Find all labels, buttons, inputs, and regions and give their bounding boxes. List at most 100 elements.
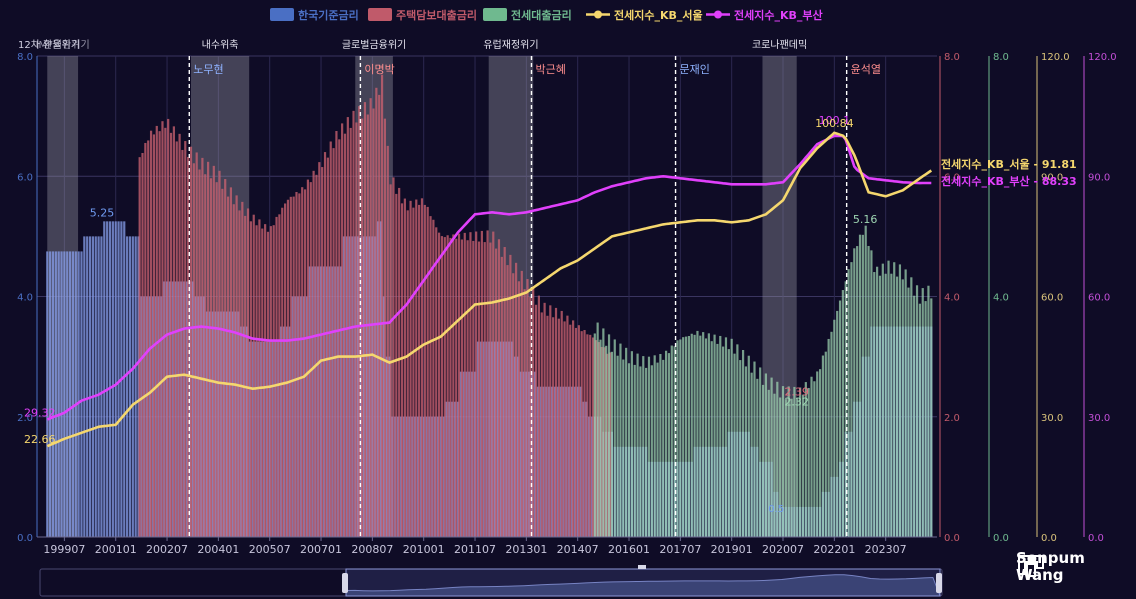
jeonse-loan-rate-bar [741, 349, 745, 537]
zoom-handle-left[interactable] [342, 573, 348, 593]
jeonse-loan-rate-bar [750, 372, 753, 537]
jeonse-loan-rate-bar [730, 338, 733, 537]
zoom-handle-right[interactable] [936, 573, 942, 593]
legend-item[interactable]: 한국기준금리 [270, 8, 359, 22]
mortgage-rate-bar [557, 318, 560, 537]
jeonse-loan-rate-bar [627, 363, 631, 537]
base-rate-bar [345, 236, 348, 537]
brand-icon [1018, 555, 1044, 577]
mortgage-rate-bar [278, 214, 281, 537]
mortgage-rate-bar [221, 188, 224, 538]
mortgage-rate-bar [426, 206, 429, 537]
jeonse-loan-rate-bar [821, 355, 825, 537]
legend-swatch-dot [714, 10, 722, 19]
legend-item[interactable]: 전세대출금리 [483, 8, 572, 22]
jeonse-loan-rate-bar [890, 273, 893, 537]
jeonse-loan-rate-bar [787, 386, 790, 537]
mortgage-rate-bar [480, 230, 483, 537]
mortgage-rate-bar [252, 214, 255, 537]
base-rate-bar [297, 296, 300, 537]
jeonse-loan-rate-bar [613, 339, 616, 537]
right-axis-tick: 0.0 [1041, 533, 1057, 544]
annotation-seoul-peak: 100.84 [815, 117, 854, 130]
mortgage-rate-bar [591, 337, 595, 537]
base-rate-bar [228, 311, 231, 537]
base-rate-bar [245, 326, 248, 537]
legend[interactable]: 한국기준금리 주택담보대출금리 전세대출금리 전세지수_KB_서울 전세지수_KB_부산 [270, 8, 823, 22]
legend-item[interactable]: 주택담보대출금리 [368, 8, 477, 22]
jeonse-loan-rate-bar [733, 353, 736, 537]
base-rate-bar [439, 416, 442, 537]
jeonse-loan-rate-bar [856, 246, 859, 537]
mortgage-rate-bar [572, 320, 575, 537]
base-rate-bar [339, 266, 343, 537]
mortgage-rate-bar [189, 146, 193, 537]
legend-swatch [368, 8, 392, 21]
base-rate-bar [579, 386, 582, 537]
mortgage-rate-bar [574, 327, 578, 537]
base-rate-bar [240, 326, 243, 537]
mortgage-rate-bar [569, 324, 572, 537]
mortgage-rate-bar [275, 216, 278, 537]
base-rate-bar [237, 311, 240, 537]
right-axis-tick: 8.0 [944, 52, 960, 63]
base-rate-bar [251, 341, 254, 537]
mortgage-rate-bar [329, 141, 332, 537]
jeonse-loan-rate-bar [653, 355, 656, 537]
mortgage-rate-bar [392, 177, 395, 537]
base-rate-bar [331, 266, 334, 537]
base-rate-bar [268, 341, 271, 537]
base-rate-bar [294, 296, 297, 537]
base-rate-bar [433, 416, 437, 537]
right-axis-tick: 8.0 [993, 52, 1009, 63]
crisis-label: IMF외환위기 [36, 38, 90, 51]
base-rate-bar [191, 281, 194, 537]
jeonse-loan-rate-bar [770, 377, 773, 537]
jeonse-loan-rate-bar [853, 248, 856, 537]
mortgage-rate-bar [218, 170, 221, 537]
jeonse-loan-rate-bar [847, 269, 850, 537]
end-label-busan: 전세지수_KB_부산 - 88.33 [941, 174, 1077, 188]
base-rate-bar [200, 296, 203, 537]
base-rate-bar [513, 356, 517, 537]
mortgage-rate-bar [303, 189, 307, 538]
base-rate-bar [163, 281, 166, 537]
mortgage-rate-bar [566, 315, 569, 537]
base-rate-bar [328, 266, 331, 537]
mortgage-rate-bar [229, 187, 233, 537]
mortgage-rate-bar [246, 208, 250, 537]
legend-item[interactable]: 전세지수_KB_부산 [706, 8, 823, 22]
jeonse-loan-rate-bar [764, 373, 767, 537]
base-rate-bar [282, 326, 286, 537]
right-axis-tick: 90.0 [1088, 172, 1110, 183]
zoom-slider[interactable] [39, 565, 943, 597]
base-rate-bar [71, 251, 75, 537]
base-rate-bar [459, 371, 462, 537]
annotation-busan-peak: 100.1 [819, 114, 851, 127]
mortgage-rate-bar [492, 231, 495, 537]
right-axis-tick: 60.0 [1041, 293, 1063, 304]
jeonse-loan-rate-bar [656, 362, 659, 537]
president-label: 문재인 [680, 63, 710, 76]
jeonse-loan-rate-bars [593, 225, 933, 538]
base-rate-bar [222, 311, 226, 537]
mortgage-rate-bar [295, 191, 298, 537]
zoom-drag-handle[interactable] [638, 565, 646, 569]
mortgage-rate-bar [238, 210, 241, 537]
base-rate-bar [271, 341, 274, 537]
jeonse-loan-rate-bar [761, 384, 765, 537]
legend-item[interactable]: 전세지수_KB_서울 [586, 8, 703, 22]
base-rate-bar [194, 296, 197, 537]
mortgage-rate-bar [141, 153, 144, 537]
jeonse-loan-rate-bar [884, 273, 887, 537]
jeonse-loan-rate-bar [753, 361, 756, 537]
mortgage-rate-bar [380, 74, 384, 537]
base-rate-bar [505, 341, 508, 537]
mortgage-rate-bar [443, 237, 446, 537]
base-rate-bar [488, 341, 491, 537]
mortgage-rate-bar [423, 204, 426, 537]
base-rate-bar [388, 356, 391, 537]
base-rate-bar [180, 281, 183, 537]
jeonse-loan-rate-bar [927, 285, 930, 537]
mortgage-rate-bar [497, 239, 501, 538]
